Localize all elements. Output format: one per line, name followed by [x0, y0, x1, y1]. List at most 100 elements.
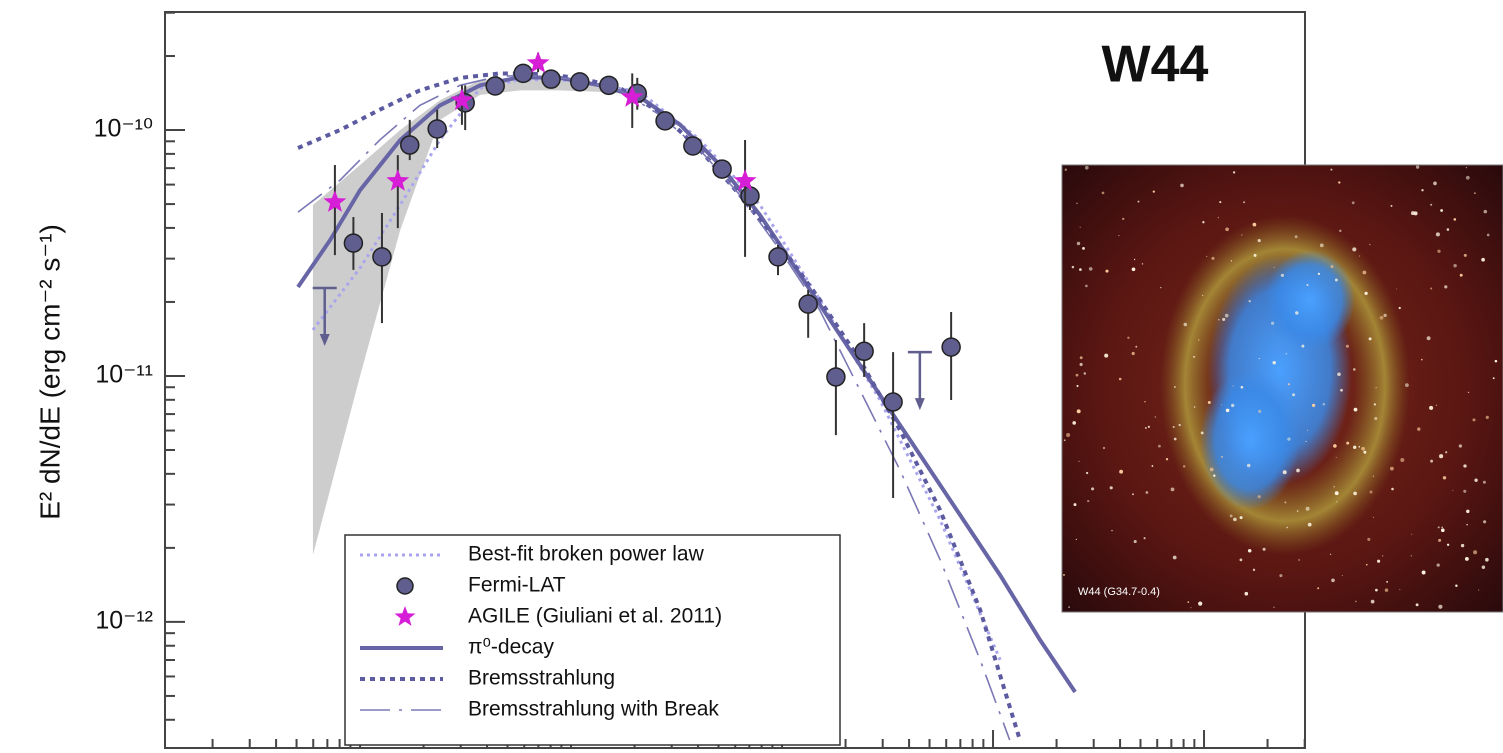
star-dot	[1295, 235, 1298, 238]
inset-xray	[1200, 370, 1300, 510]
star-dot	[1376, 387, 1377, 388]
star-dot	[1430, 460, 1433, 463]
star-dot	[1323, 403, 1325, 405]
star-dot	[1463, 490, 1466, 493]
star-dot	[1086, 472, 1088, 474]
star-dot	[1436, 405, 1437, 406]
star-dot	[1274, 267, 1275, 268]
star-dot	[1263, 548, 1266, 551]
star-dot	[1335, 491, 1339, 495]
star-dot	[1279, 574, 1282, 577]
star-dot	[1301, 345, 1304, 348]
star-dot	[1369, 337, 1372, 340]
star-dot	[1439, 454, 1443, 458]
star-dot	[1330, 169, 1332, 171]
star-dot	[1077, 409, 1081, 413]
star-dot	[1259, 358, 1260, 359]
star-dot	[1447, 544, 1449, 546]
star-dot	[1367, 538, 1370, 541]
star-dot	[1118, 235, 1119, 236]
star-dot	[1076, 539, 1077, 540]
star-dot	[1433, 182, 1437, 186]
star-dot	[1386, 581, 1388, 583]
star-dot	[1173, 556, 1177, 560]
star-dot	[1208, 401, 1211, 404]
star-dot	[1411, 534, 1412, 535]
star-dot	[1466, 176, 1470, 180]
star-dot	[1441, 528, 1445, 532]
circle-marker	[600, 76, 618, 94]
star-dot	[1385, 588, 1389, 592]
star-dot	[1371, 600, 1375, 604]
star-dot	[1218, 217, 1220, 219]
star-dot	[1082, 247, 1085, 250]
star-dot	[1068, 606, 1070, 608]
star-dot	[1077, 242, 1080, 245]
circle-marker	[855, 342, 873, 360]
star-dot	[1396, 288, 1397, 289]
star-dot	[1210, 468, 1214, 472]
star-dot	[1485, 558, 1489, 562]
star-dot	[1138, 201, 1140, 203]
star-dot	[1085, 285, 1088, 288]
circle-marker	[741, 187, 759, 205]
star-dot	[1066, 433, 1070, 437]
star-dot	[1352, 247, 1356, 251]
star-dot	[1102, 192, 1105, 195]
star-dot	[1296, 469, 1300, 473]
star-dot	[1198, 339, 1200, 341]
star-dot	[1369, 244, 1370, 245]
star-dot	[1422, 571, 1426, 575]
legend-label: Fermi-LAT	[468, 574, 566, 597]
y-axis-label: E² dN/dE (erg cm⁻² s⁻¹)	[34, 224, 65, 520]
star-dot	[1330, 554, 1331, 555]
inset-caption: W44 (G34.7-0.4)	[1078, 586, 1160, 598]
star-dot	[1440, 209, 1443, 212]
star-dot	[1483, 481, 1486, 484]
star-dot	[1486, 416, 1489, 419]
star-dot	[1232, 385, 1233, 386]
star-dot	[1122, 218, 1124, 220]
circle-marker	[428, 120, 446, 138]
star-dot	[1484, 210, 1488, 214]
star-dot	[1297, 510, 1299, 512]
star-dot	[1080, 227, 1081, 228]
star-dot	[1248, 300, 1250, 302]
star-dot	[1072, 421, 1076, 425]
star-dot	[1354, 408, 1358, 412]
star-dot	[1127, 337, 1129, 339]
star-dot	[1444, 285, 1447, 288]
star-dot	[1380, 316, 1384, 320]
star-dot	[1287, 437, 1290, 440]
circle-marker	[942, 338, 960, 356]
star-dot	[1436, 232, 1440, 236]
star-dot	[1078, 461, 1079, 462]
star-dot	[1213, 475, 1215, 477]
star-dot	[1076, 374, 1079, 377]
star-dot	[1179, 424, 1181, 426]
star-dot	[1421, 359, 1423, 361]
star-dot	[1430, 288, 1432, 290]
star-dot	[1421, 189, 1423, 191]
inset-image: W44 (G34.7-0.4)	[1062, 165, 1503, 612]
star-dot	[1353, 492, 1357, 496]
star-dot	[1370, 491, 1373, 494]
star-dot	[1466, 167, 1467, 168]
star-dot	[1144, 537, 1146, 539]
star-dot	[1466, 524, 1467, 525]
star-dot	[1438, 526, 1440, 528]
star-dot	[1202, 221, 1204, 223]
star-dot	[1072, 266, 1074, 268]
star-dot	[1183, 465, 1186, 468]
star-dot	[1391, 488, 1394, 491]
star-dot	[1221, 404, 1222, 405]
star-dot	[1437, 250, 1440, 253]
circle-marker	[401, 136, 419, 154]
star-dot	[1219, 201, 1221, 203]
star-dot	[1377, 560, 1380, 563]
star-dot	[1306, 284, 1308, 286]
circle-marker	[344, 234, 362, 252]
star-dot	[1399, 589, 1400, 590]
star-dot	[1253, 223, 1257, 227]
star-dot	[1148, 426, 1150, 428]
